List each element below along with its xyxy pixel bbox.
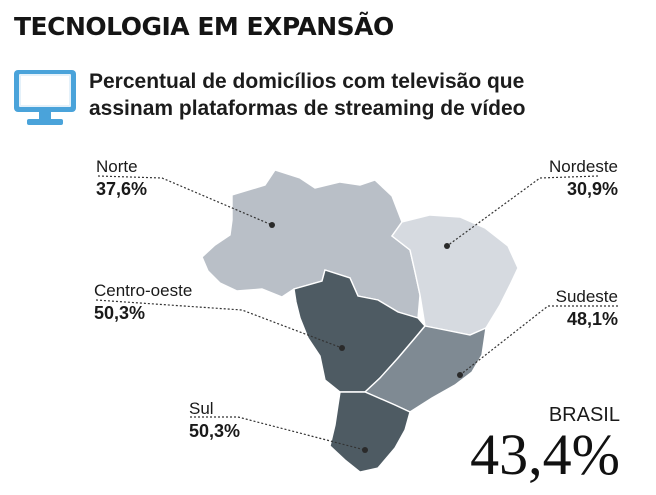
dot-norte bbox=[269, 222, 275, 228]
sul-value: 50,3% bbox=[189, 421, 241, 441]
norte-name: Norte bbox=[96, 157, 138, 176]
dot-centro-oeste bbox=[339, 345, 345, 351]
label-sul: Sul 50,3% bbox=[189, 398, 240, 442]
headline: TECNOLOGIA EM EXPANSÃO bbox=[14, 12, 394, 41]
dot-sul bbox=[362, 447, 368, 453]
dot-sudeste bbox=[457, 372, 463, 378]
sul-name: Sul bbox=[189, 399, 214, 418]
centro-oeste-name: Centro-oeste bbox=[94, 281, 193, 300]
nordeste-value: 30,9% bbox=[566, 179, 618, 199]
region-sul bbox=[329, 391, 411, 473]
region-sudeste bbox=[363, 325, 487, 413]
nordeste-name: Nordeste bbox=[549, 157, 618, 176]
label-sudeste: Sudeste 48,1% bbox=[556, 286, 618, 330]
brasil-total: BRASIL 43,4% bbox=[470, 404, 620, 487]
brasil-label: BRASIL bbox=[548, 404, 620, 426]
sudeste-value: 48,1% bbox=[566, 309, 618, 329]
label-nordeste: Nordeste 30,9% bbox=[549, 156, 618, 200]
label-centro-oeste: Centro-oeste 50,3% bbox=[94, 280, 192, 324]
centro-oeste-value: 50,3% bbox=[94, 303, 146, 323]
tv-icon bbox=[14, 70, 76, 125]
subtitle-line-1: Percentual de domicílios com televisão q… bbox=[89, 70, 525, 93]
leader-centro-oeste bbox=[95, 299, 343, 349]
brasil-value: 43,4% bbox=[470, 422, 620, 487]
leader-norte bbox=[97, 175, 273, 226]
subtitle-line-2: assinam plataformas de streaming de víde… bbox=[89, 97, 526, 120]
sudeste-name: Sudeste bbox=[555, 287, 618, 306]
dot-nordeste bbox=[444, 243, 450, 249]
leader-sudeste bbox=[459, 305, 618, 376]
label-norte: Norte 37,6% bbox=[96, 156, 147, 200]
subtitle: Percentual de domicílios com televisão q… bbox=[89, 68, 526, 122]
norte-value: 37,6% bbox=[96, 179, 148, 199]
leader-sul bbox=[190, 416, 366, 451]
